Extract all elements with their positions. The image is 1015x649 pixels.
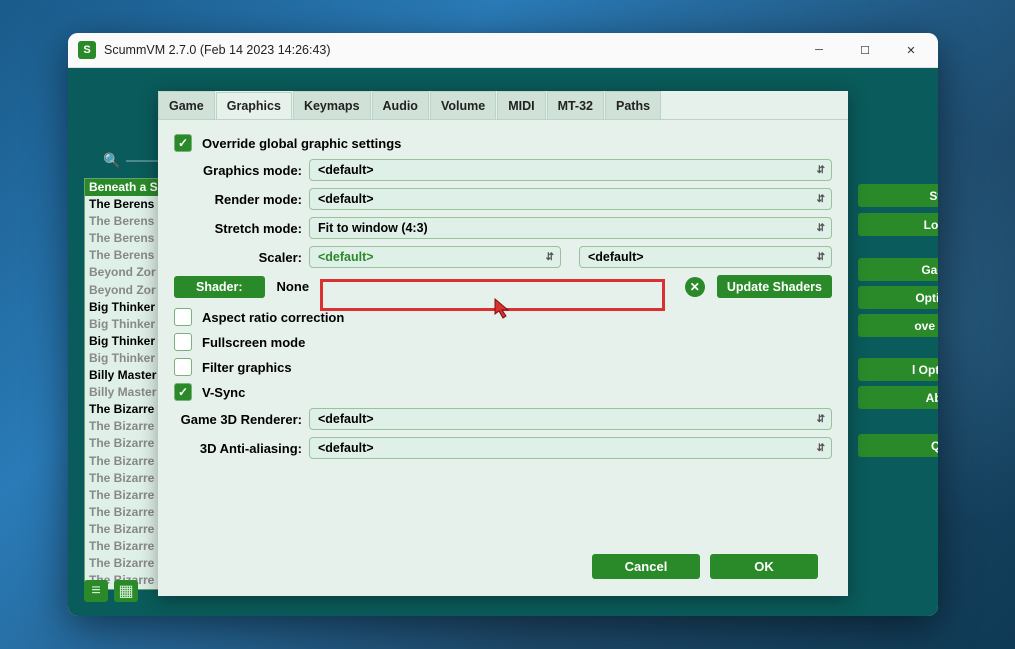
filter-checkbox[interactable] (174, 358, 192, 376)
app-icon: S (78, 41, 96, 59)
tab-volume[interactable]: Volume (430, 91, 496, 119)
aa3d-select[interactable]: <default> (309, 437, 832, 459)
side-button[interactable]: Options... (858, 286, 938, 309)
fullscreen-checkbox[interactable] (174, 333, 192, 351)
tab-keymaps[interactable]: Keymaps (293, 91, 371, 119)
stretch-mode-label: Stretch mode: (174, 221, 302, 236)
vsync-checkbox[interactable]: ✓ (174, 383, 192, 401)
minimize-button[interactable]: ─ (796, 34, 842, 66)
side-button[interactable]: ove Game (858, 314, 938, 337)
shader-button[interactable]: Shader: (174, 276, 265, 298)
graphics-mode-label: Graphics mode: (174, 163, 302, 178)
search-icon: 🔍 (103, 152, 120, 169)
override-label: Override global graphic settings (202, 136, 401, 151)
side-button[interactable]: l Options... (858, 358, 938, 381)
side-button[interactable]: About (858, 386, 938, 409)
shader-clear-button[interactable]: ✕ (685, 277, 705, 297)
scaler-select[interactable]: <default> (309, 246, 561, 268)
app-window: S ScummVM 2.7.0 (Feb 14 2023 14:26:43) ─… (68, 33, 938, 616)
render-mode-label: Render mode: (174, 192, 302, 207)
tab-game[interactable]: Game (158, 91, 215, 119)
ok-button[interactable]: OK (710, 554, 818, 579)
grid-view-button[interactable]: ▦ (114, 580, 138, 602)
override-checkbox[interactable]: ✓ (174, 134, 192, 152)
close-button[interactable]: ✕ (888, 34, 934, 66)
settings-dialog: GameGraphicsKeymapsAudioVolumeMIDIMT-32P… (158, 91, 848, 596)
side-button[interactable]: Load... (858, 213, 938, 236)
aa3d-label: 3D Anti-aliasing: (174, 441, 302, 456)
renderer3d-select[interactable]: <default> (309, 408, 832, 430)
tab-graphics[interactable]: Graphics (216, 92, 292, 120)
stretch-mode-select[interactable]: Fit to window (4:3) (309, 217, 832, 239)
main-body: 🔍 Beneath a SThe BerensThe BerensThe Ber… (68, 68, 938, 616)
titlebar: S ScummVM 2.7.0 (Feb 14 2023 14:26:43) ─… (68, 33, 938, 68)
tabs: GameGraphicsKeymapsAudioVolumeMIDIMT-32P… (158, 91, 848, 119)
shader-value: None (277, 279, 310, 294)
tab-paths[interactable]: Paths (605, 91, 661, 119)
graphics-mode-select[interactable]: <default> (309, 159, 832, 181)
aspect-checkbox[interactable] (174, 308, 192, 326)
update-shaders-button[interactable]: Update Shaders (717, 275, 832, 298)
tab-content: ✓ Override global graphic settings Graph… (158, 119, 848, 480)
side-button[interactable]: Start (858, 184, 938, 207)
scaler-label: Scaler: (174, 250, 302, 265)
scaler-factor-select[interactable]: <default> (579, 246, 832, 268)
renderer3d-label: Game 3D Renderer: (174, 412, 302, 427)
render-mode-select[interactable]: <default> (309, 188, 832, 210)
side-button[interactable]: Game... (858, 258, 938, 281)
window-title: ScummVM 2.7.0 (Feb 14 2023 14:26:43) (104, 43, 331, 57)
tab-mt-32[interactable]: MT-32 (547, 91, 604, 119)
side-button[interactable]: Quit (858, 434, 938, 457)
tab-midi[interactable]: MIDI (497, 91, 545, 119)
maximize-button[interactable]: ☐ (842, 34, 888, 66)
tab-audio[interactable]: Audio (372, 91, 429, 119)
list-view-button[interactable]: ≡ (84, 580, 108, 602)
cancel-button[interactable]: Cancel (592, 554, 700, 579)
